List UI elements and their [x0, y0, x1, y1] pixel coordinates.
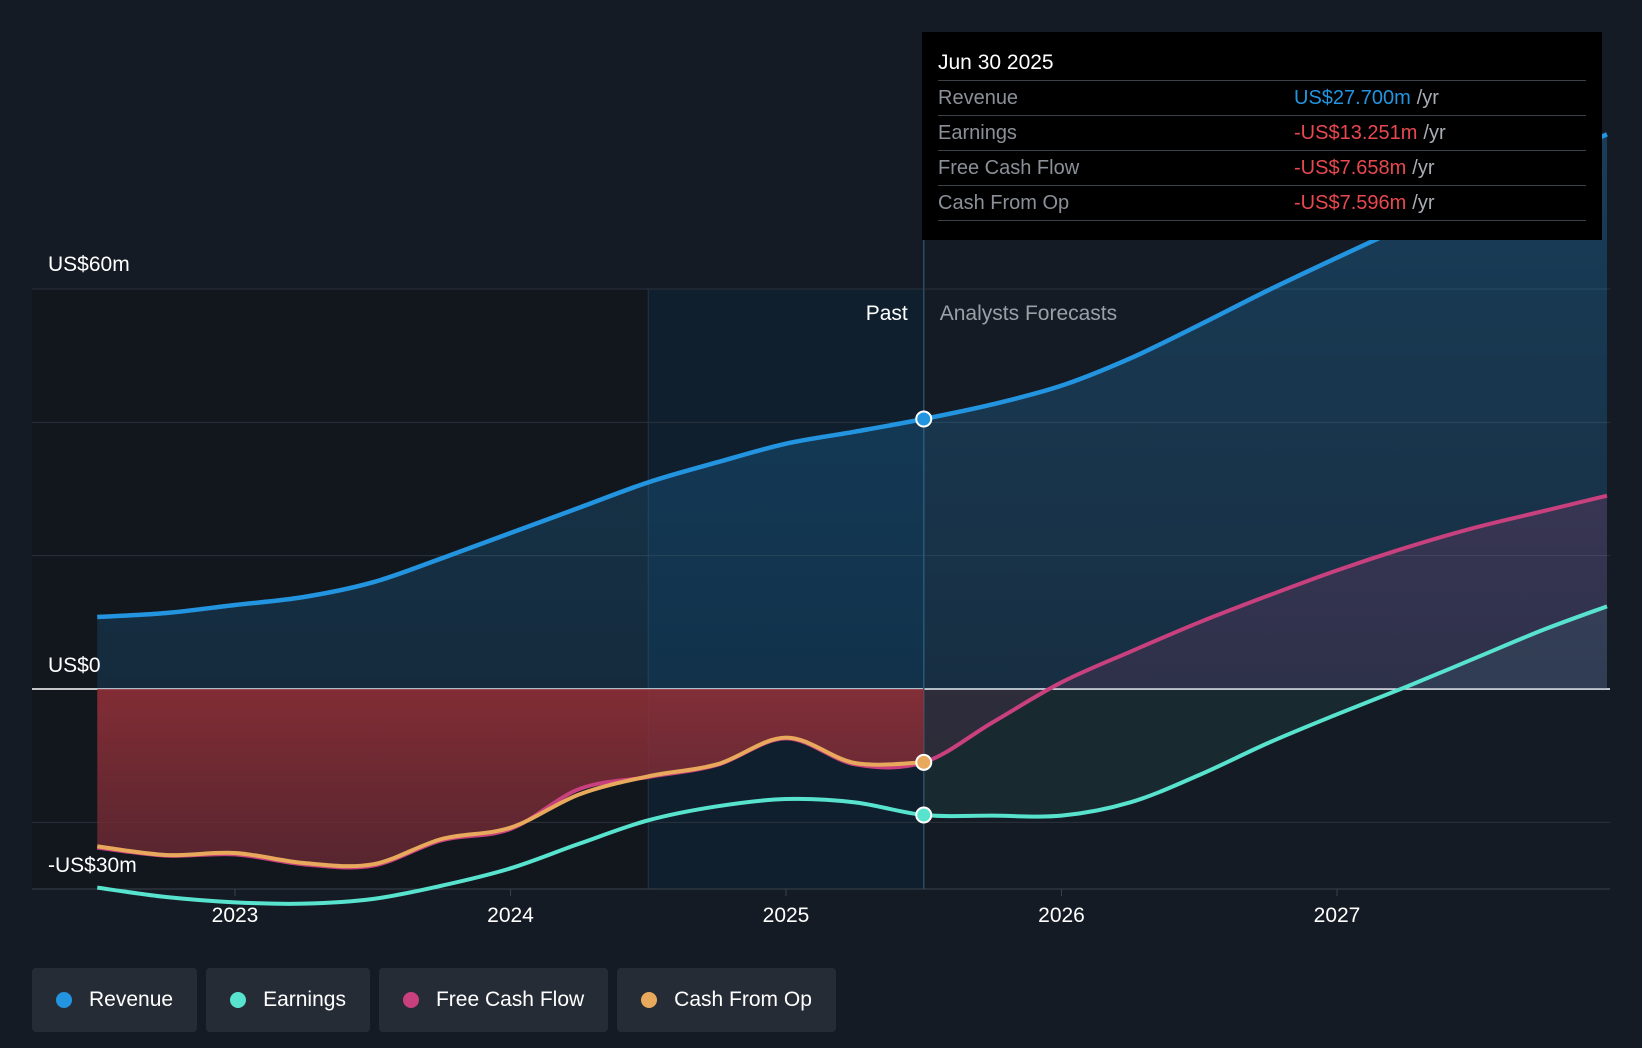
past-negative-area	[97, 689, 924, 868]
tooltip-date: Jun 30 2025	[938, 46, 1586, 81]
tooltip-unit: /yr	[1416, 87, 1439, 109]
legend-dot-icon	[402, 992, 419, 1008]
legend-label: Earnings	[263, 988, 346, 1011]
legend-label: Cash From Op	[674, 988, 812, 1011]
revenue-line	[97, 132, 1608, 620]
legend-label: Free Cash Flow	[435, 988, 585, 1011]
legend-item-cash-from-op[interactable]: Cash From Op	[617, 968, 836, 1032]
legend-dot-icon	[230, 992, 247, 1008]
highlight-point	[915, 410, 933, 428]
x-tick-label: 2025	[763, 904, 810, 927]
x-tick-label: 2027	[1314, 904, 1361, 927]
legend-dot-icon	[641, 992, 658, 1008]
tooltip-value: -US$13.251m	[1294, 122, 1418, 144]
tooltip-value: -US$7.596m	[1294, 192, 1407, 214]
free-cash-flow-area	[923, 495, 1607, 763]
forecast-label: Analysts Forecasts	[940, 302, 1117, 325]
tooltip-label: Free Cash Flow	[938, 157, 1080, 179]
y-axis-label-bottom: -US$30m	[48, 854, 137, 877]
tooltip-row-free-cash-flow: Free Cash Flow -US$7.658m/yr	[938, 151, 1586, 186]
tooltip-label: Revenue	[938, 87, 1019, 109]
y-axis-label-top: US$60m	[48, 253, 130, 276]
tooltip-label: Cash From Op	[938, 192, 1070, 214]
past-label: Past	[866, 302, 908, 325]
y-axis-label-zero: US$0	[48, 654, 101, 677]
tooltip-row-revenue: Revenue US$27.700m/yr	[938, 81, 1586, 116]
x-tick-label: 2023	[212, 904, 259, 927]
legend-item-revenue[interactable]: Revenue	[32, 968, 198, 1032]
revenue-area	[97, 134, 1607, 690]
tooltip-label: Earnings	[938, 122, 1017, 144]
tooltip-unit: /yr	[1412, 192, 1435, 214]
legend-dot-icon	[56, 992, 72, 1008]
legend: Revenue Earnings Free Cash Flow Cash Fro…	[32, 968, 836, 1032]
tooltip-row-cash-from-op: Cash From Op -US$7.596m/yr	[938, 186, 1586, 221]
tooltip-row-earnings: Earnings -US$13.251m/yr	[938, 116, 1586, 151]
x-tick-label: 2024	[487, 904, 534, 927]
earnings-line	[96, 604, 1608, 906]
tooltip-panel: Jun 30 2025 Revenue US$27.700m/yr Earnin…	[922, 32, 1602, 240]
tooltip-unit: /yr	[1423, 122, 1446, 144]
cash-from-op-line	[96, 735, 924, 869]
tooltip-unit: /yr	[1412, 157, 1435, 179]
legend-item-free-cash-flow[interactable]: Free Cash Flow	[378, 968, 609, 1032]
x-tick-label: 2026	[1038, 904, 1085, 927]
highlight-point	[915, 806, 933, 824]
tooltip-value: -US$7.658m	[1294, 157, 1407, 179]
legend-item-earnings[interactable]: Earnings	[206, 968, 370, 1032]
legend-label: Revenue	[89, 988, 174, 1011]
highlight-point	[915, 753, 933, 771]
tooltip-value: US$27.700m	[1294, 87, 1411, 109]
earnings-area	[923, 606, 1607, 817]
